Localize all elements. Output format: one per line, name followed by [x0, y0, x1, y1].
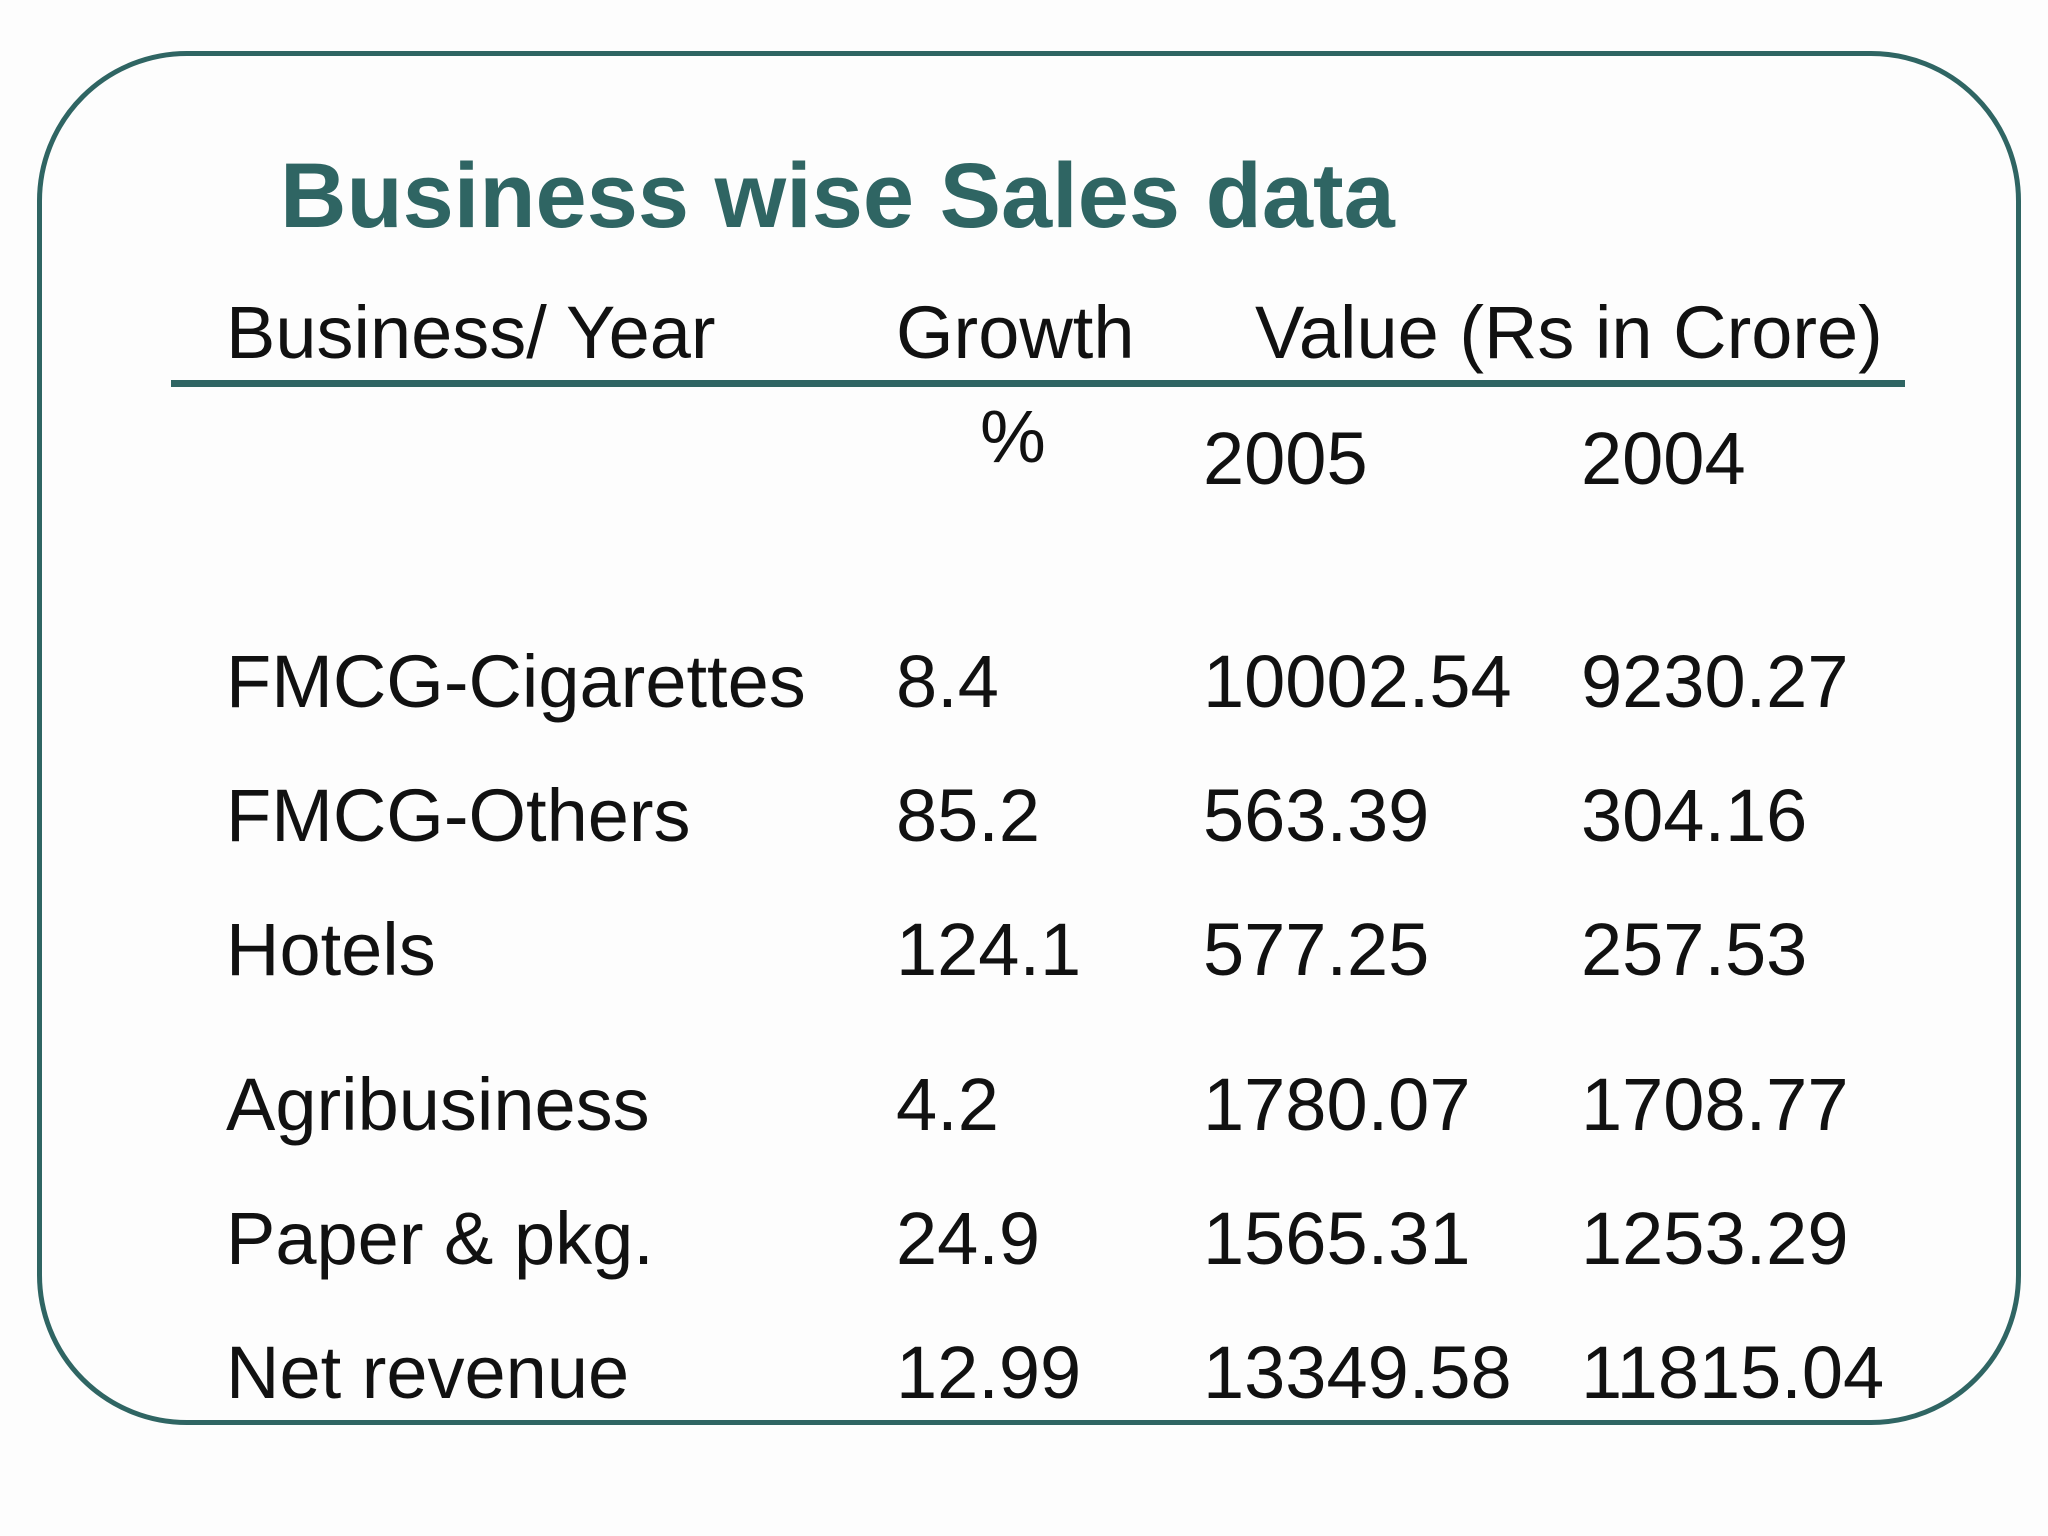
row-value-2004: 257.53: [1581, 908, 1808, 991]
row-business: Net revenue: [226, 1331, 630, 1414]
row-value-2004: 9230.27: [1581, 640, 1849, 723]
row-value-2005: 563.39: [1203, 774, 1430, 857]
row-value-2004: 1253.29: [1581, 1197, 1849, 1280]
row-business: FMCG-Others: [226, 774, 691, 857]
row-value-2005: 13349.58: [1203, 1331, 1512, 1414]
row-business: Hotels: [226, 908, 436, 991]
header-growth: Growth: [896, 291, 1135, 374]
header-divider: [171, 380, 1905, 387]
header-growth-unit: %: [980, 395, 1046, 478]
row-value-2005: 10002.54: [1203, 640, 1512, 723]
row-business: FMCG-Cigarettes: [226, 640, 806, 723]
row-growth: 124.1: [896, 908, 1082, 991]
row-growth: 24.9: [896, 1197, 1041, 1280]
row-business: Paper & pkg.: [226, 1197, 654, 1280]
row-growth: 85.2: [896, 774, 1041, 857]
row-value-2005: 1565.31: [1203, 1197, 1471, 1280]
row-value-2004: 304.16: [1581, 774, 1808, 857]
row-growth: 8.4: [896, 640, 999, 723]
header-value: Value (Rs in Crore): [1255, 291, 1883, 374]
slide-title: Business wise Sales data: [280, 145, 1395, 247]
header-business-year: Business/ Year: [226, 291, 716, 374]
slide-frame: [37, 51, 2021, 1425]
row-business: Agribusiness: [226, 1063, 650, 1146]
header-year-2005: 2005: [1203, 417, 1368, 500]
header-year-2004: 2004: [1581, 417, 1746, 500]
row-value-2005: 1780.07: [1203, 1063, 1471, 1146]
row-growth: 4.2: [896, 1063, 999, 1146]
row-growth: 12.99: [896, 1331, 1082, 1414]
row-value-2004: 1708.77: [1581, 1063, 1849, 1146]
row-value-2004: 11815.04: [1581, 1331, 1885, 1414]
row-value-2005: 577.25: [1203, 908, 1430, 991]
